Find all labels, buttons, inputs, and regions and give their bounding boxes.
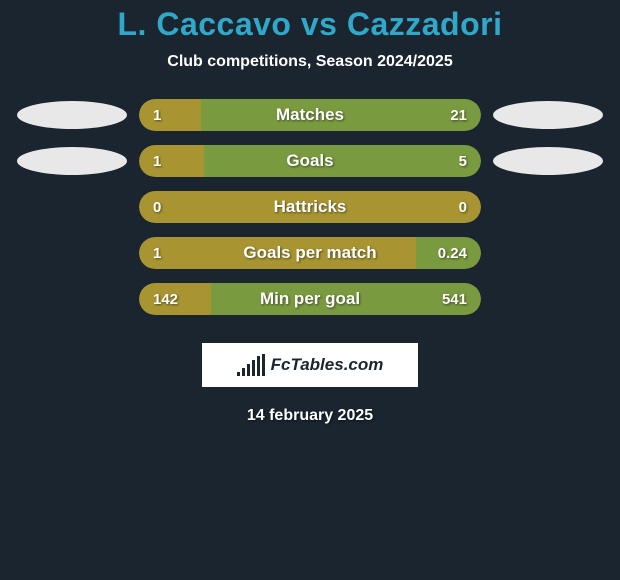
- page-title: L. Caccavo vs Cazzadori: [118, 6, 503, 43]
- stat-value-right: 5: [459, 145, 467, 177]
- spacer: [17, 193, 127, 221]
- comparison-row: 1Goals per match0.24: [5, 237, 615, 269]
- stat-value-right: 541: [442, 283, 467, 315]
- team-badge-right: [493, 147, 603, 175]
- player2-name: Cazzadori: [347, 6, 503, 42]
- comparison-row: 142Min per goal541: [5, 283, 615, 315]
- stat-bar: 1Goals per match0.24: [139, 237, 481, 269]
- spacer: [17, 239, 127, 267]
- logo-bars-icon: [237, 354, 265, 376]
- comparison-row: 1Matches21: [5, 99, 615, 131]
- team-badge-left: [17, 147, 127, 175]
- team-badge-left: [17, 101, 127, 129]
- stat-label: Min per goal: [139, 283, 481, 315]
- spacer: [493, 193, 603, 221]
- stat-label: Goals: [139, 145, 481, 177]
- fctables-logo[interactable]: FcTables.com: [202, 343, 418, 387]
- stat-label: Goals per match: [139, 237, 481, 269]
- vs-label: vs: [301, 6, 338, 42]
- stat-label: Hattricks: [139, 191, 481, 223]
- spacer: [493, 239, 603, 267]
- comparison-rows: 1Matches21 1Goals5 0Hattricks0 1Goals per m…: [5, 99, 615, 329]
- logo-text: FcTables.com: [271, 355, 384, 375]
- stat-bar: 1Matches21: [139, 99, 481, 131]
- spacer: [493, 285, 603, 313]
- date-label: 14 february 2025: [247, 407, 373, 425]
- comparison-row: 1Goals5: [5, 145, 615, 177]
- team-badge-right: [493, 101, 603, 129]
- stat-value-right: 0.24: [438, 237, 467, 269]
- stat-label: Matches: [139, 99, 481, 131]
- subtitle: Club competitions, Season 2024/2025: [167, 53, 452, 71]
- comparison-widget: L. Caccavo vs Cazzadori Club competition…: [0, 0, 620, 425]
- spacer: [17, 285, 127, 313]
- stat-bar: 0Hattricks0: [139, 191, 481, 223]
- stat-bar: 1Goals5: [139, 145, 481, 177]
- stat-bar: 142Min per goal541: [139, 283, 481, 315]
- stat-value-right: 21: [450, 99, 467, 131]
- comparison-row: 0Hattricks0: [5, 191, 615, 223]
- stat-value-right: 0: [459, 191, 467, 223]
- player1-name: L. Caccavo: [118, 6, 292, 42]
